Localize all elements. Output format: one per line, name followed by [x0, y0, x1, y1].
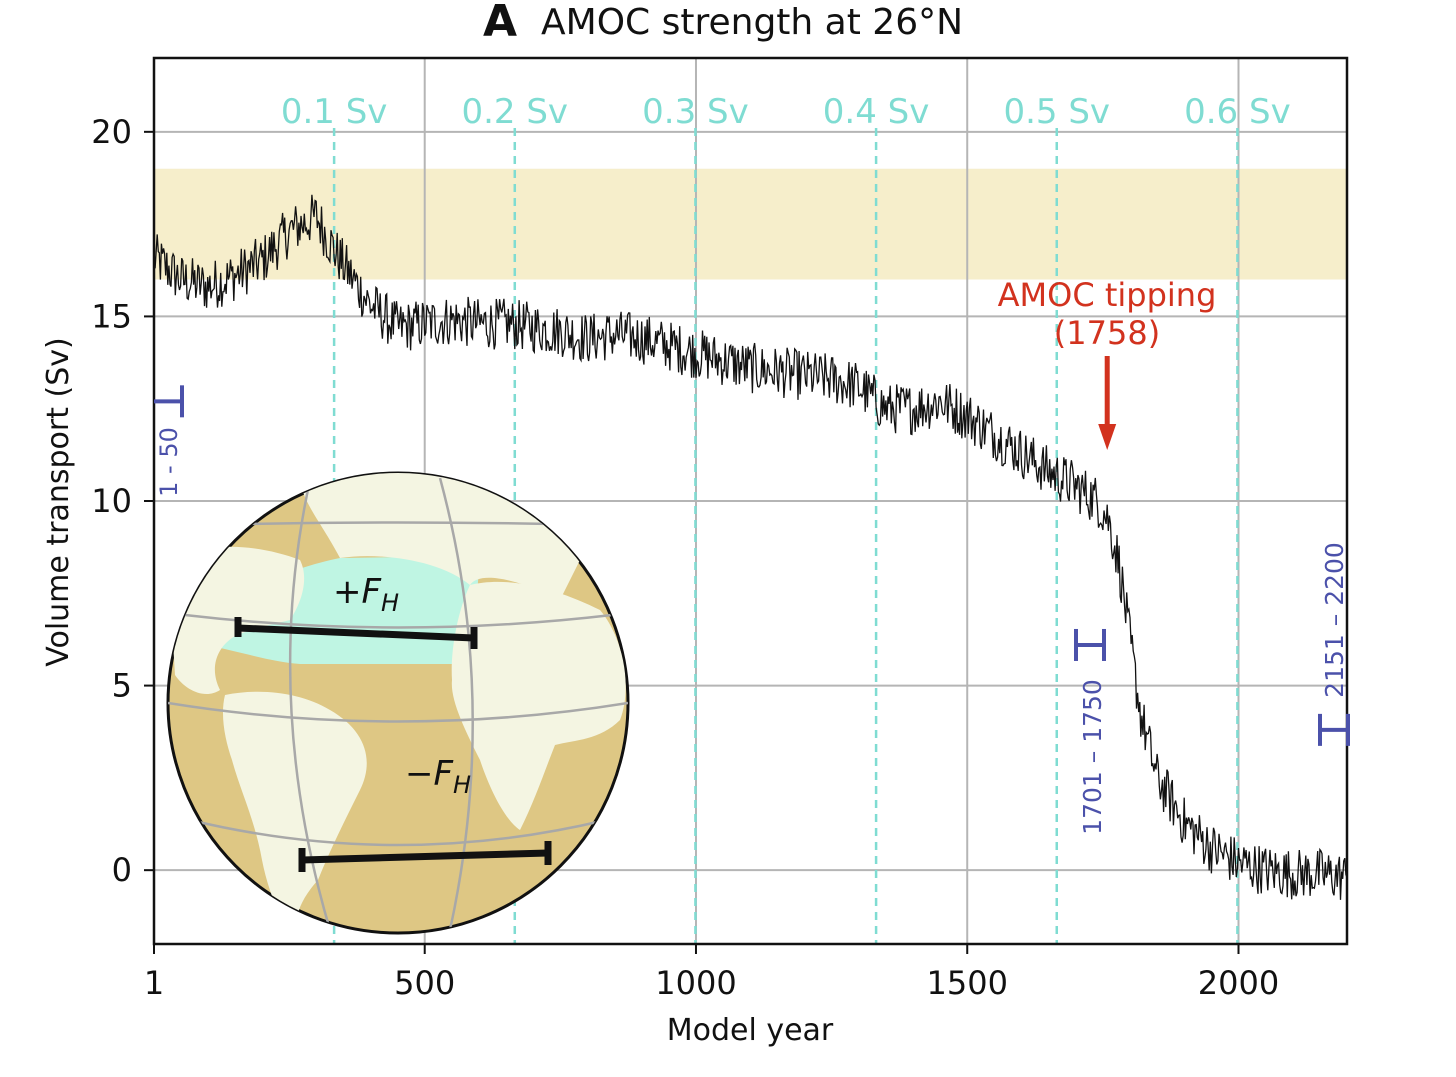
south-flux-label: −FH	[405, 754, 471, 799]
x-tick-label: 1500	[927, 964, 1008, 1002]
land-south-america	[223, 691, 367, 933]
x-tick-label: 500	[394, 964, 455, 1002]
y-tick-label: 15	[91, 297, 132, 335]
x-tick-label: 1	[144, 964, 164, 1002]
tipping-label-line2: (1758)	[1054, 314, 1160, 352]
x-tick-label: 1000	[655, 964, 736, 1002]
land-africa	[451, 581, 626, 830]
panel-letter: A	[483, 0, 517, 47]
chart-title: AMOC strength at 26°N	[541, 2, 963, 43]
x-tick-label: 2000	[1198, 964, 1279, 1002]
y-axis-label: Volume transport (Sv)	[41, 337, 76, 666]
y-tick-label: 0	[112, 851, 132, 889]
tipping-label-line1: AMOC tipping	[998, 276, 1217, 314]
y-tick-label: 5	[112, 667, 132, 705]
forcing-marker-label: 0.3 Sv	[642, 92, 749, 132]
y-tick-label: 10	[91, 482, 132, 520]
north-flux-label: +FH	[333, 572, 399, 617]
forcing-marker-label: 0.4 Sv	[823, 92, 930, 132]
forcing-marker-label: 0.5 Sv	[1003, 92, 1110, 132]
inset-globe: +FH −FH	[166, 471, 630, 935]
observed-range-rect	[154, 168, 1347, 280]
land-north	[300, 473, 580, 600]
x-axis-label: Model year	[667, 1013, 834, 1048]
annotations: 1 - 50 1701 – 1750 2151 – 2200 AMOC tipping…	[154, 276, 1350, 835]
y-tick-label: 20	[91, 113, 132, 151]
forcing-marker-label: 0.1 Sv	[281, 92, 388, 132]
observed-range-band	[154, 168, 1347, 280]
forcing-marker-label: 0.6 Sv	[1184, 92, 1291, 132]
amoc-series-line	[153, 194, 1348, 900]
tipping-arrow-head	[1098, 424, 1117, 450]
series-layer	[153, 194, 1348, 900]
window-label-2: 1701 – 1750	[1078, 679, 1107, 835]
window-label-1: 1 - 50	[155, 427, 183, 497]
window-label-3: 2151 – 2200	[1320, 542, 1349, 698]
forcing-marker-label: 0.2 Sv	[461, 92, 568, 132]
